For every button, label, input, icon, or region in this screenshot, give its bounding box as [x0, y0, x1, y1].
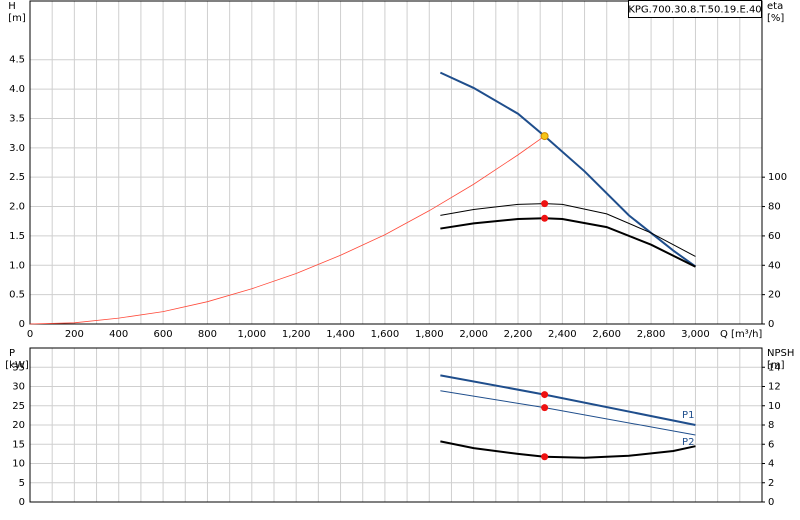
y-tick-label: 4.5: [9, 55, 25, 66]
curve: [440, 217, 696, 268]
x-tick-label: 2,600: [592, 329, 621, 340]
operating-point: [541, 200, 549, 208]
x-tick-label: 1,000: [237, 329, 266, 340]
title: KPG.700.30.8.T.50.19.E.40: [628, 5, 761, 16]
plot-frame: [29, 347, 763, 503]
plot-frame: [29, 0, 763, 325]
curve: [439, 71, 697, 268]
y-tick-label: 0: [19, 319, 25, 330]
x-tick-label: 3,000: [681, 329, 710, 340]
x-tick-label: 1,400: [326, 329, 355, 340]
y-tick-label: 1.5: [9, 231, 25, 242]
y-tick-label: 20: [12, 420, 25, 431]
y-tick-label: 25: [12, 401, 25, 412]
y2-tick-label: 40: [768, 260, 781, 271]
y-tick-label: 0.5: [9, 290, 25, 301]
operating-point: [541, 453, 549, 461]
title-box: [628, 0, 762, 18]
y2-tick-label: 4: [768, 459, 774, 470]
y2-axis-unit: [m]: [767, 360, 785, 371]
operating-point: [541, 214, 549, 222]
y-axis-label: H: [8, 1, 16, 12]
y-tick-label: 35: [12, 362, 25, 373]
operating-point: [540, 132, 549, 141]
y-tick-label: 0: [19, 497, 25, 508]
x-tick-label: 1,600: [371, 329, 400, 340]
x-tick-label: 200: [65, 329, 84, 340]
y-tick-label: 10: [12, 459, 25, 470]
x-tick-label: 2,000: [459, 329, 488, 340]
x-tick-label: 0: [27, 329, 33, 340]
y-tick-label: 15: [12, 439, 25, 450]
x-tick-label: 2,800: [637, 329, 666, 340]
y2-tick-label: 100: [768, 172, 787, 183]
y-tick-label: 1.0: [9, 260, 25, 271]
curve: [440, 203, 696, 257]
y-axis-unit: [kW]: [5, 360, 29, 371]
y2-tick-label: 10: [768, 401, 781, 412]
x-tick-label: 1,200: [282, 329, 311, 340]
y2-tick-label: 2: [768, 478, 774, 489]
y2-tick-label: 8: [768, 420, 774, 431]
y-tick-label: 3.5: [9, 113, 25, 124]
y-tick-label: 3.0: [9, 143, 25, 154]
y2-tick-label: 0: [768, 497, 774, 508]
x-tick-label: 1,800: [415, 329, 444, 340]
y2-tick-label: 6: [768, 439, 774, 450]
y2-tick-label: 14: [768, 362, 781, 373]
y-tick-label: 5: [19, 478, 25, 489]
y2-tick-label: 60: [768, 231, 781, 242]
curve: [440, 440, 696, 459]
x-tick-label: 600: [154, 329, 173, 340]
y-tick-label: 2.5: [9, 172, 25, 183]
y2-tick-label: 20: [768, 290, 781, 301]
x-tick-label: 2,200: [504, 329, 533, 340]
curve-label: P1: [682, 410, 694, 421]
y2-tick-label: 80: [768, 202, 781, 213]
y2-axis-label: eta: [767, 1, 783, 12]
curve-label: P2: [682, 437, 694, 448]
operating-point: [541, 404, 549, 412]
y2-tick-label: 12: [768, 382, 781, 393]
y-tick-label: 30: [12, 382, 25, 393]
curve: [29, 135, 545, 325]
y-tick-label: 4.0: [9, 84, 25, 95]
operating-point: [541, 391, 549, 399]
x-tick-label: 800: [198, 329, 217, 340]
x-axis-label: Q [m³/h]: [720, 329, 762, 340]
x-tick-label: 2,400: [548, 329, 577, 340]
y-axis-unit: [m]: [8, 13, 26, 24]
y2-tick-label: 0: [768, 319, 774, 330]
x-tick-label: 400: [109, 329, 128, 340]
y-axis-label: P: [9, 348, 15, 359]
y-tick-label: 2.0: [9, 202, 25, 213]
y2-axis-label: NPSH: [767, 348, 794, 359]
y2-axis-unit: [%]: [767, 13, 784, 24]
